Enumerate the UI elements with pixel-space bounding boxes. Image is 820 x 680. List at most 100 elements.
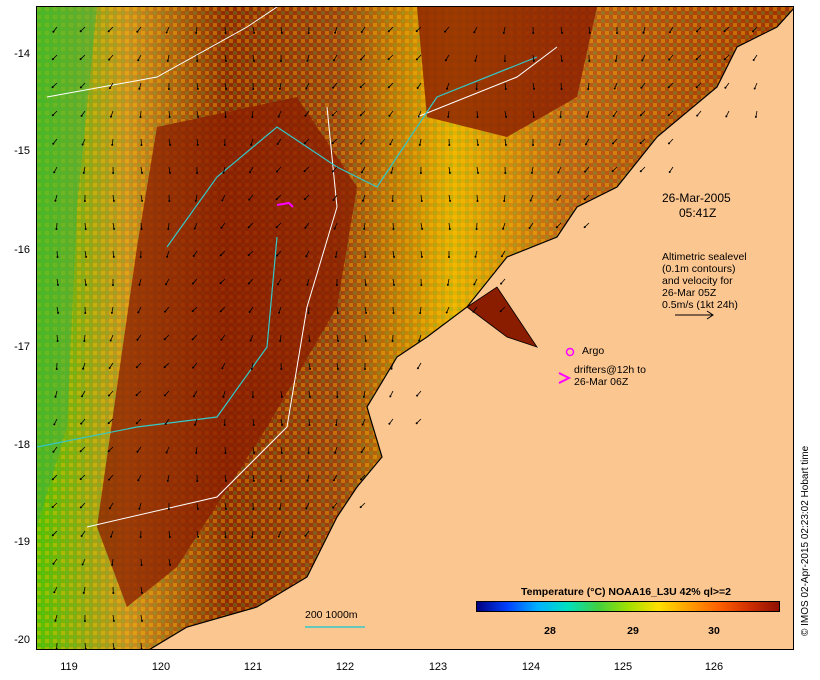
velocity-arrow — [279, 502, 282, 509]
velocity-arrow — [164, 334, 170, 340]
velocity-arrow — [389, 110, 394, 117]
velocity-arrow-head — [163, 338, 166, 341]
velocity-arrow-head — [81, 563, 84, 566]
velocity-arrow-head — [360, 478, 362, 481]
velocity-arrow-head — [588, 60, 591, 62]
velocity-arrow — [192, 278, 198, 284]
velocity-arrow-head — [446, 283, 449, 286]
velocity-arrow — [220, 278, 226, 284]
velocity-arrow — [136, 390, 142, 396]
velocity-arrow-head — [80, 114, 83, 117]
velocity-arrow-head — [225, 507, 227, 510]
velocity-arrow-head — [112, 619, 115, 622]
velocity-arrow-head — [79, 506, 82, 509]
velocity-arrow-head — [277, 535, 280, 538]
velocity-arrow — [81, 390, 86, 397]
velocity-arrow — [416, 390, 422, 396]
velocity-arrow — [168, 558, 171, 565]
velocity-arrow-head — [107, 30, 110, 33]
velocity-arrow — [56, 250, 58, 258]
velocity-arrow-head — [135, 422, 138, 425]
velocity-arrow-head — [331, 142, 334, 145]
velocity-arrow — [276, 166, 282, 172]
velocity-arrow — [585, 138, 590, 145]
velocity-arrow-head — [197, 535, 200, 538]
velocity-arrow-head — [140, 648, 143, 649]
velocity-arrow — [251, 530, 254, 538]
velocity-arrow-head — [108, 507, 111, 510]
velocity-arrow-head — [616, 32, 618, 34]
velocity-arrow — [360, 138, 366, 144]
velocity-arrow-head — [444, 30, 447, 33]
velocity-arrow-head — [614, 59, 617, 62]
velocity-arrow-head — [192, 366, 195, 369]
velocity-arrow-head — [251, 116, 254, 118]
velocity-arrow-head — [532, 144, 534, 146]
velocity-arrow — [613, 110, 618, 117]
velocity-arrow-head — [417, 115, 420, 118]
velocity-arrow — [725, 110, 730, 117]
velocity-arrow-head — [280, 368, 283, 370]
velocity-arrow-head — [588, 31, 591, 34]
velocity-arrow — [305, 502, 310, 509]
velocity-arrow-head — [332, 506, 335, 509]
velocity-arrow-head — [418, 143, 421, 146]
velocity-arrow-head — [474, 255, 477, 258]
velocity-arrow — [140, 138, 142, 146]
velocity-arrow-head — [249, 171, 251, 174]
velocity-arrow-head — [278, 87, 281, 90]
velocity-arrow-head — [164, 423, 167, 425]
velocity-arrow — [56, 222, 58, 230]
velocity-arrow-head — [612, 115, 615, 117]
velocity-arrow-head — [223, 424, 226, 426]
velocity-arrow-head — [389, 395, 392, 398]
velocity-arrow-head — [416, 367, 419, 370]
velocity-arrow-head — [253, 451, 256, 454]
velocity-arrow-head — [51, 58, 54, 61]
velocity-arrow-head — [55, 368, 58, 370]
velocity-arrow-head — [51, 506, 54, 509]
velocity-arrow-head — [56, 256, 59, 258]
velocity-arrow — [362, 194, 366, 201]
velocity-arrow — [252, 418, 255, 426]
velocity-arrow-head — [668, 58, 671, 61]
velocity-arrow-head — [557, 171, 560, 174]
velocity-arrow — [252, 26, 255, 33]
velocity-arrow — [500, 306, 506, 312]
velocity-arrow-head — [83, 340, 86, 342]
velocity-arrow — [420, 222, 423, 229]
velocity-arrow — [52, 110, 58, 116]
velocity-arrow — [139, 82, 142, 89]
velocity-arrow-head — [84, 312, 87, 314]
velocity-arrow-head — [668, 171, 671, 173]
velocity-arrow-head — [558, 143, 561, 146]
velocity-arrow — [276, 222, 282, 228]
velocity-arrow — [80, 502, 86, 508]
warm-north — [417, 7, 597, 137]
velocity-arrow-head — [586, 115, 589, 118]
velocity-arrow — [194, 418, 198, 425]
velocity-arrow-head — [359, 506, 362, 509]
velocity-arrow — [220, 306, 226, 312]
velocity-arrow — [84, 222, 87, 230]
velocity-arrow-head — [136, 450, 139, 453]
velocity-arrow — [140, 642, 142, 649]
velocity-arrow-head — [336, 367, 339, 370]
velocity-arrow — [83, 334, 86, 342]
velocity-arrow — [529, 222, 534, 229]
velocity-arrow — [304, 138, 310, 144]
velocity-arrow-head — [169, 171, 171, 174]
velocity-arrow-head — [530, 171, 533, 174]
velocity-arrow-head — [639, 170, 642, 173]
velocity-arrow-head — [474, 59, 477, 62]
velocity-arrow-head — [196, 143, 199, 146]
velocity-arrow — [82, 558, 86, 565]
velocity-arrow-head — [559, 116, 562, 118]
velocity-arrow-head — [447, 115, 450, 118]
velocity-arrow-head — [415, 30, 418, 33]
velocity-arrow-head — [135, 366, 138, 369]
velocity-arrow-head — [532, 59, 535, 62]
velocity-arrow — [221, 194, 226, 201]
velocity-arrow-head — [503, 200, 506, 202]
velocity-arrow-head — [80, 535, 83, 537]
